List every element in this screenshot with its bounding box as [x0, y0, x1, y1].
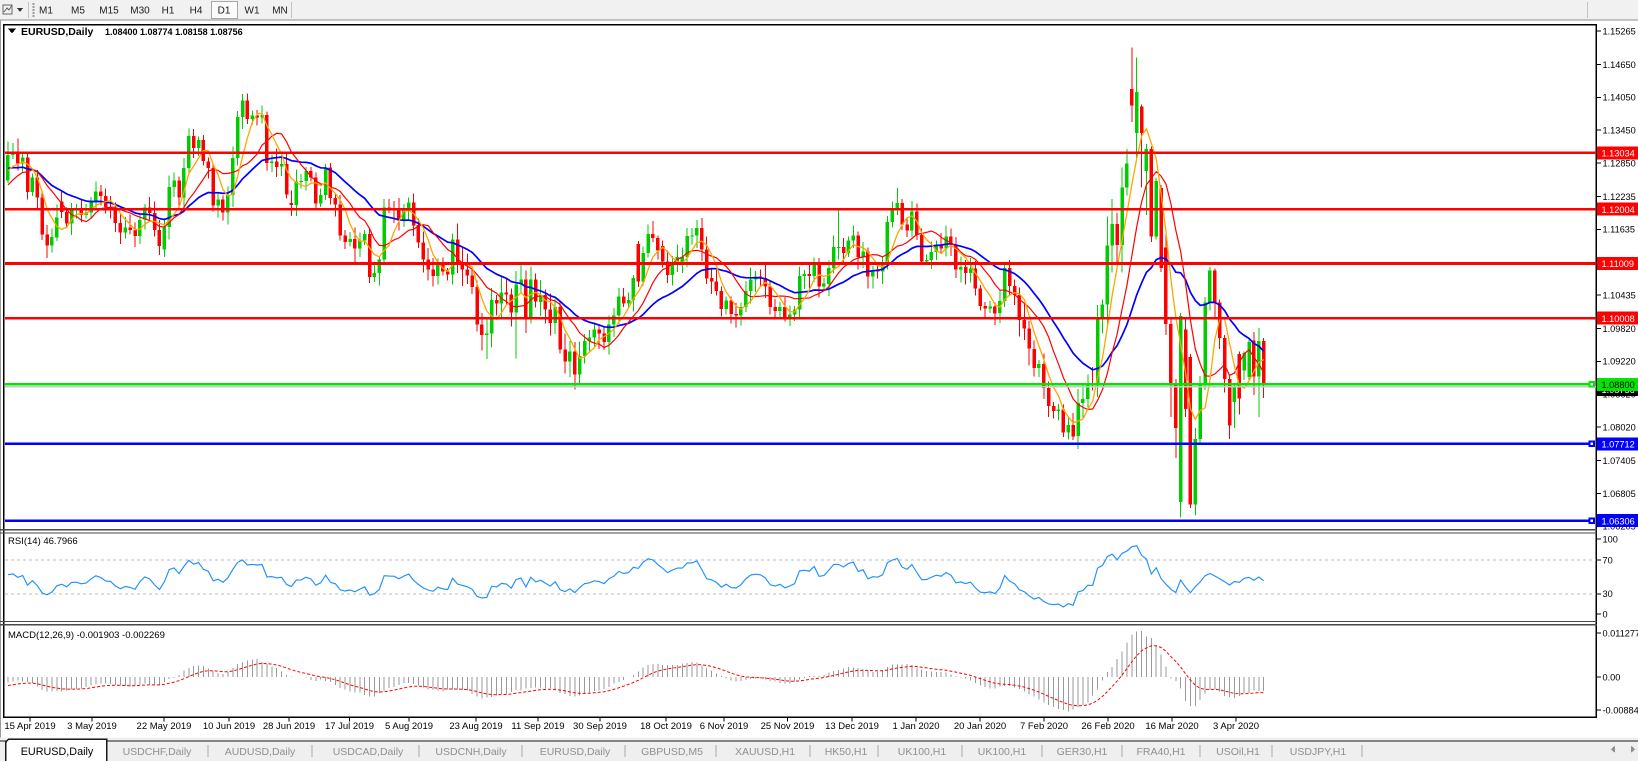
- svg-text:100: 100: [1603, 534, 1618, 544]
- svg-text:1.10008: 1.10008: [1602, 314, 1635, 324]
- svg-text:25 Nov 2019: 25 Nov 2019: [761, 721, 815, 732]
- svg-text:28 Jun 2019: 28 Jun 2019: [263, 721, 315, 732]
- svg-text:1.12850: 1.12850: [1603, 158, 1636, 168]
- svg-text:1.12235: 1.12235: [1603, 192, 1636, 202]
- svg-text:1.06306: 1.06306: [1602, 516, 1635, 526]
- svg-text:30: 30: [1603, 589, 1613, 599]
- svg-text:3 Apr 2020: 3 Apr 2020: [1213, 721, 1259, 732]
- svg-text:17 Jul 2019: 17 Jul 2019: [325, 721, 374, 732]
- svg-text:18 Oct 2019: 18 Oct 2019: [640, 721, 692, 732]
- svg-text:7 Feb 2020: 7 Feb 2020: [1020, 721, 1068, 732]
- svg-text:UK100,H1: UK100,H1: [898, 746, 947, 758]
- svg-text:USDCAD,Daily: USDCAD,Daily: [333, 746, 404, 758]
- svg-text:HK50,H1: HK50,H1: [825, 746, 868, 758]
- svg-text:GBPUSD,M5: GBPUSD,M5: [641, 746, 703, 758]
- svg-text:22 May 2019: 22 May 2019: [137, 721, 192, 732]
- svg-text:EURUSD,Daily: EURUSD,Daily: [21, 26, 94, 38]
- svg-text:1.10435: 1.10435: [1603, 290, 1636, 300]
- svg-text:-0.008845: -0.008845: [1603, 705, 1638, 715]
- svg-text:MACD(12,26,9) -0.001903 -0.002: MACD(12,26,9) -0.001903 -0.002269: [8, 630, 165, 641]
- svg-text:1.09820: 1.09820: [1603, 324, 1636, 334]
- svg-text:20 Jan 2020: 20 Jan 2020: [954, 721, 1006, 732]
- svg-text:1.08800: 1.08800: [1602, 380, 1635, 390]
- svg-text:USDJPY,H1: USDJPY,H1: [1290, 746, 1347, 758]
- svg-text:0: 0: [1603, 609, 1608, 619]
- svg-text:30 Sep 2019: 30 Sep 2019: [573, 721, 627, 732]
- svg-text:GER30,H1: GER30,H1: [1057, 746, 1108, 758]
- svg-text:M15: M15: [99, 6, 119, 17]
- svg-text:W1: W1: [245, 6, 260, 17]
- svg-text:1.09220: 1.09220: [1603, 357, 1636, 367]
- svg-text:13 Dec 2019: 13 Dec 2019: [825, 721, 879, 732]
- svg-text:26 Feb 2020: 26 Feb 2020: [1081, 721, 1134, 732]
- svg-text:70: 70: [1603, 556, 1613, 566]
- svg-text:1.14050: 1.14050: [1603, 93, 1636, 103]
- svg-text:M5: M5: [71, 6, 85, 17]
- svg-text:1.13450: 1.13450: [1603, 126, 1636, 136]
- svg-text:16 Mar 2020: 16 Mar 2020: [1145, 721, 1198, 732]
- svg-text:11 Sep 2019: 11 Sep 2019: [511, 721, 564, 732]
- svg-text:0.00: 0.00: [1603, 672, 1621, 682]
- svg-text:3 May 2019: 3 May 2019: [67, 721, 117, 732]
- svg-text:AUDUSD,Daily: AUDUSD,Daily: [225, 746, 296, 758]
- svg-text:FRA40,H1: FRA40,H1: [1136, 746, 1185, 758]
- svg-text:10 Jun 2019: 10 Jun 2019: [203, 721, 255, 732]
- svg-text:M1: M1: [39, 6, 53, 17]
- svg-text:5 Aug 2019: 5 Aug 2019: [385, 721, 433, 732]
- svg-text:1 Jan 2020: 1 Jan 2020: [892, 721, 939, 732]
- svg-text:XAUUSD,H1: XAUUSD,H1: [735, 746, 795, 758]
- svg-text:0.011277: 0.011277: [1603, 628, 1638, 638]
- svg-text:23 Aug 2019: 23 Aug 2019: [449, 721, 502, 732]
- svg-text:15 Apr 2019: 15 Apr 2019: [4, 721, 55, 732]
- svg-text:1.15265: 1.15265: [1603, 26, 1636, 36]
- svg-text:1.07405: 1.07405: [1603, 456, 1636, 466]
- svg-text:EURUSD,Daily: EURUSD,Daily: [540, 746, 611, 758]
- svg-text:1.06805: 1.06805: [1603, 489, 1636, 499]
- svg-text:UK100,H1: UK100,H1: [978, 746, 1027, 758]
- svg-text:1.14650: 1.14650: [1603, 60, 1636, 70]
- svg-text:H1: H1: [162, 6, 175, 17]
- svg-text:MN: MN: [272, 6, 288, 17]
- svg-text:USDCNH,Daily: USDCNH,Daily: [435, 746, 507, 758]
- svg-text:1.12004: 1.12004: [1602, 205, 1635, 215]
- svg-text:6 Nov 2019: 6 Nov 2019: [700, 721, 749, 732]
- svg-text:EURUSD,Daily: EURUSD,Daily: [21, 746, 94, 758]
- svg-text:1.13034: 1.13034: [1602, 148, 1635, 158]
- svg-text:USOil,H1: USOil,H1: [1216, 746, 1260, 758]
- svg-text:1.11009: 1.11009: [1602, 259, 1635, 269]
- svg-text:H4: H4: [190, 6, 203, 17]
- svg-text:1.08400 1.08774 1.08158 1.0875: 1.08400 1.08774 1.08158 1.08756: [105, 27, 243, 37]
- svg-text:D1: D1: [218, 6, 231, 17]
- svg-text:1.08020: 1.08020: [1603, 422, 1636, 432]
- svg-text:RSI(14) 46.7966: RSI(14) 46.7966: [8, 536, 78, 547]
- svg-text:M30: M30: [130, 6, 150, 17]
- svg-text:USDCHF,Daily: USDCHF,Daily: [123, 746, 193, 758]
- svg-text:1.11635: 1.11635: [1603, 225, 1636, 235]
- svg-text:1.07712: 1.07712: [1602, 439, 1635, 449]
